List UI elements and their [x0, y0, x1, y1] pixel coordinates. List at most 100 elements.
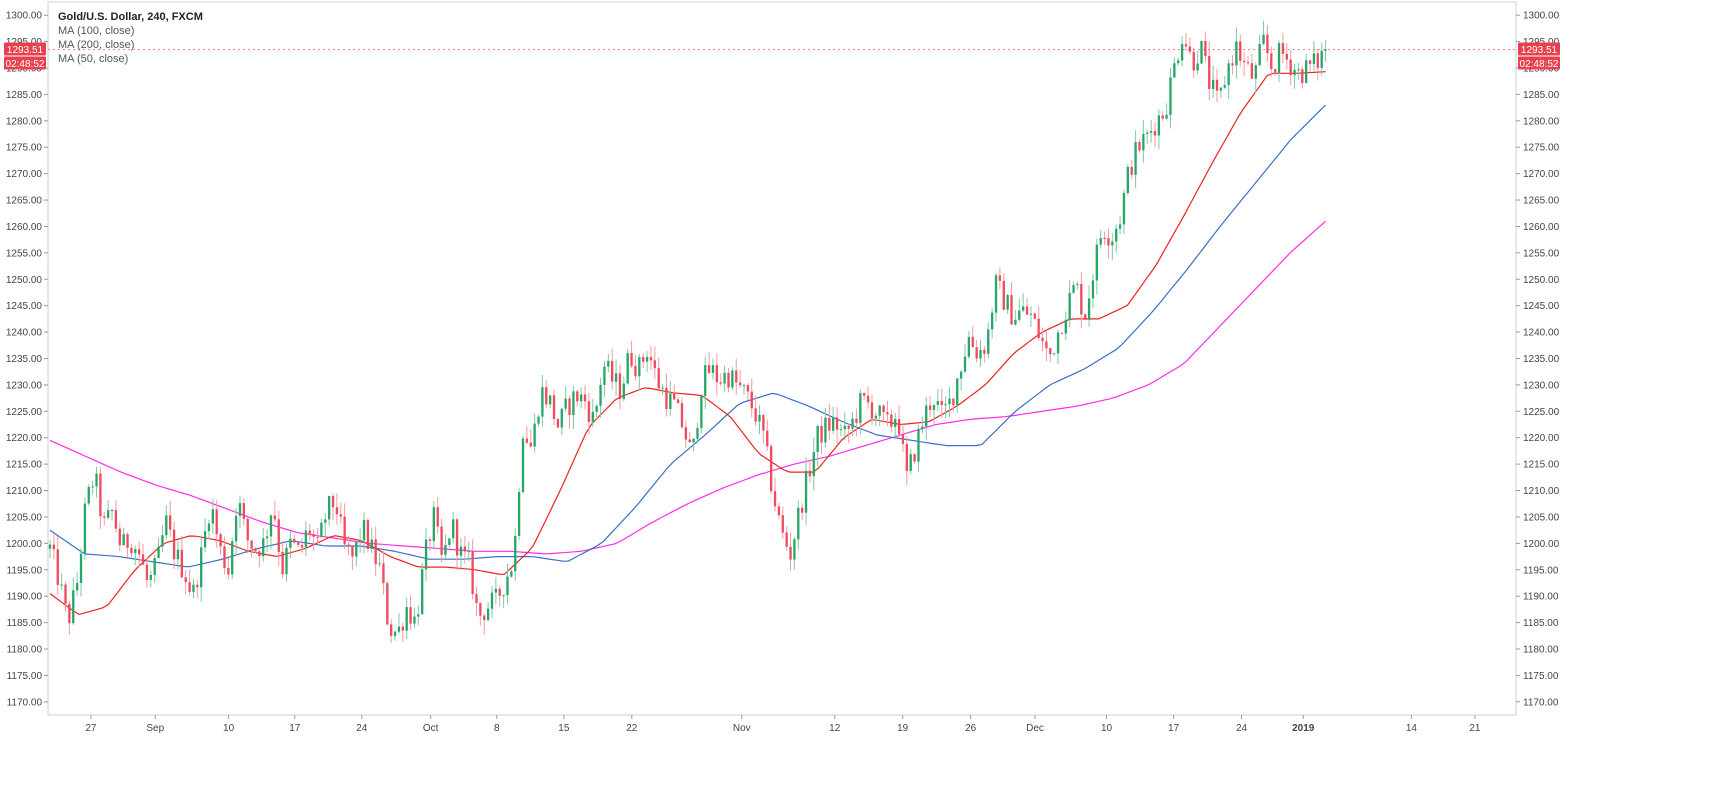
legend-ma200: MA (200, close)	[58, 39, 135, 51]
candle-body	[91, 486, 94, 488]
candle-body	[234, 516, 238, 542]
candle-body	[126, 534, 129, 548]
y-tick-label-left: 1275.00	[6, 143, 43, 154]
candle-body	[130, 547, 133, 554]
candle-body	[1239, 41, 1242, 61]
candle-body	[149, 574, 152, 580]
candle-body	[1099, 238, 1102, 245]
candle-body	[440, 526, 443, 555]
candle-body	[1037, 318, 1040, 339]
candle-body	[851, 418, 854, 429]
y-tick-label-left: 1285.00	[6, 90, 43, 101]
candle-body	[839, 429, 843, 431]
candle-body	[936, 401, 940, 405]
candle-body	[265, 536, 269, 539]
candle-body	[1180, 44, 1184, 61]
candle-body	[545, 387, 548, 405]
candle-body	[242, 503, 246, 519]
candle-body	[184, 577, 187, 583]
candle-body	[661, 387, 664, 389]
y-tick-label-right: 1170.00	[1523, 697, 1559, 708]
y-tick-label-left: 1235.00	[6, 354, 43, 365]
candle-body	[424, 539, 428, 570]
candle-body	[948, 398, 951, 405]
plot-frame	[47, 1, 1517, 716]
candle-body	[835, 417, 839, 430]
candle-body	[1227, 63, 1230, 86]
y-tick-label-right: 1300.00	[1523, 11, 1560, 22]
x-tick-label: 24	[356, 723, 368, 734]
candle-body	[645, 357, 649, 362]
candle-body	[928, 405, 932, 411]
y-tick-label-right: 1190.00	[1523, 592, 1559, 603]
candle-body	[231, 541, 234, 575]
candle-body	[975, 347, 978, 359]
candle-body	[1308, 60, 1312, 64]
candle-body	[72, 590, 75, 624]
candle-body	[161, 535, 164, 547]
candle-body	[172, 529, 176, 560]
candle-body	[684, 427, 688, 440]
candle-body	[374, 539, 377, 565]
candle-body	[502, 595, 505, 597]
y-tick-label-left: 1250.00	[6, 275, 43, 286]
candle-body	[1029, 313, 1033, 315]
candle-body	[572, 391, 575, 416]
candle-body	[808, 470, 812, 477]
candle-body	[541, 387, 544, 417]
x-tick-label: 2019	[1292, 723, 1315, 734]
candle-body	[847, 425, 850, 429]
candle-body	[622, 383, 625, 399]
candle-body	[1111, 241, 1114, 246]
y-tick-label-left: 1215.00	[6, 460, 43, 471]
candle-body	[870, 402, 874, 419]
candle-body	[987, 329, 990, 354]
candle-body	[921, 426, 924, 430]
candle-body	[797, 507, 800, 540]
y-tick-label-right: 1270.00	[1523, 169, 1560, 180]
candle-body	[804, 470, 808, 513]
candle-body	[452, 519, 455, 539]
candle-body	[1219, 87, 1223, 91]
candle-body	[1297, 69, 1300, 71]
y-tick-label-right: 1235.00	[1523, 354, 1560, 365]
candle-body	[331, 495, 335, 508]
candle-body	[479, 602, 482, 616]
candle-body	[176, 549, 180, 560]
candle-body	[1072, 285, 1075, 293]
y-tick-label-left: 1300.00	[6, 11, 43, 22]
candle-body	[742, 385, 746, 387]
candle-body	[1018, 310, 1021, 320]
candle-body	[343, 516, 346, 545]
y-tick-label-left: 1270.00	[6, 169, 43, 180]
candle-body	[994, 275, 998, 313]
candle-body	[1200, 40, 1203, 64]
candle-body	[312, 534, 315, 537]
x-tick-label: 10	[1101, 723, 1113, 734]
x-tick-label: 22	[626, 723, 638, 734]
candle-body	[785, 532, 788, 547]
candle-body	[614, 373, 618, 382]
candle-body	[157, 546, 160, 559]
candle-body	[370, 539, 373, 549]
candle-body	[754, 408, 757, 422]
candle-body	[638, 357, 641, 377]
candle-body	[583, 394, 587, 402]
candle-body	[1056, 332, 1060, 354]
candle-body	[52, 544, 56, 550]
y-tick-label-right: 1275.00	[1523, 143, 1560, 154]
countdown-badge-left	[4, 56, 46, 70]
candle-body	[874, 415, 877, 419]
candle-body	[603, 366, 606, 385]
candle-body	[781, 515, 784, 533]
chart-legend: Gold/U.S. Dollar, 240, FXCM MA (100, clo…	[58, 10, 203, 66]
candle-body	[952, 398, 955, 405]
candle-body	[1266, 34, 1269, 54]
candle-body	[738, 382, 742, 386]
candle-body	[1305, 60, 1308, 84]
candle-body	[1068, 292, 1071, 320]
candle-body	[1025, 306, 1029, 315]
candle-body	[421, 569, 424, 615]
